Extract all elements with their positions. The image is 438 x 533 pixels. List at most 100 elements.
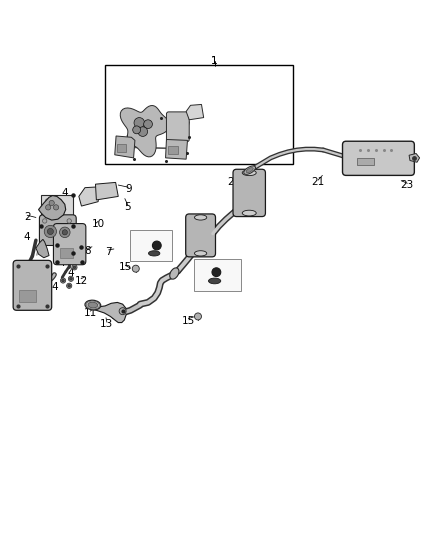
Circle shape	[60, 227, 70, 238]
Polygon shape	[409, 154, 420, 162]
Text: 4: 4	[67, 268, 74, 278]
Circle shape	[49, 200, 54, 206]
Text: 12: 12	[74, 276, 88, 286]
FancyBboxPatch shape	[343, 141, 414, 175]
Text: 6: 6	[25, 291, 32, 301]
Text: 9: 9	[125, 184, 132, 195]
Text: 3: 3	[55, 209, 62, 219]
Polygon shape	[36, 239, 49, 258]
Text: 13: 13	[100, 319, 113, 329]
Text: 11: 11	[84, 309, 97, 318]
Ellipse shape	[194, 215, 207, 220]
Text: 21: 21	[311, 177, 325, 188]
Circle shape	[152, 241, 161, 250]
Text: 22: 22	[396, 168, 410, 178]
Circle shape	[46, 204, 49, 208]
Circle shape	[53, 205, 59, 210]
Text: 2: 2	[24, 213, 31, 222]
Circle shape	[68, 285, 71, 287]
Text: 4: 4	[65, 236, 72, 246]
Ellipse shape	[244, 166, 255, 174]
Bar	[105, 65, 293, 164]
FancyBboxPatch shape	[39, 215, 76, 246]
Ellipse shape	[246, 168, 253, 173]
FancyBboxPatch shape	[60, 248, 73, 258]
FancyBboxPatch shape	[186, 214, 215, 257]
Circle shape	[60, 278, 66, 283]
Circle shape	[73, 266, 76, 269]
Text: 4: 4	[58, 258, 65, 268]
Polygon shape	[120, 106, 170, 157]
Polygon shape	[79, 187, 100, 206]
Text: 1: 1	[211, 55, 218, 66]
Circle shape	[42, 219, 47, 223]
Circle shape	[212, 268, 221, 277]
Circle shape	[46, 205, 51, 210]
Circle shape	[58, 209, 61, 213]
Text: 14: 14	[111, 311, 124, 321]
Circle shape	[52, 209, 55, 213]
FancyBboxPatch shape	[19, 290, 36, 302]
Circle shape	[68, 276, 74, 281]
Bar	[130, 230, 172, 261]
Text: 4: 4	[24, 232, 31, 242]
Ellipse shape	[208, 278, 221, 284]
FancyBboxPatch shape	[117, 144, 126, 152]
Circle shape	[70, 278, 72, 280]
Text: 1: 1	[211, 55, 218, 66]
Circle shape	[62, 230, 67, 235]
Circle shape	[52, 199, 55, 203]
Circle shape	[119, 308, 126, 314]
Text: 7: 7	[105, 247, 112, 257]
Text: 17: 17	[230, 270, 243, 280]
Text: 8: 8	[84, 246, 91, 256]
Ellipse shape	[242, 170, 256, 175]
Polygon shape	[115, 136, 135, 158]
Circle shape	[46, 209, 49, 213]
Bar	[194, 259, 241, 290]
Polygon shape	[166, 140, 187, 159]
Ellipse shape	[170, 268, 179, 279]
Text: 18: 18	[201, 267, 214, 277]
Ellipse shape	[148, 251, 160, 256]
Polygon shape	[39, 196, 66, 220]
Text: 23: 23	[401, 180, 414, 190]
Circle shape	[46, 199, 49, 203]
Circle shape	[134, 118, 145, 128]
Text: 5: 5	[88, 188, 95, 198]
Circle shape	[44, 225, 57, 238]
Circle shape	[67, 219, 71, 223]
Circle shape	[62, 279, 64, 282]
Text: 18: 18	[140, 240, 153, 250]
Ellipse shape	[242, 210, 256, 216]
Ellipse shape	[88, 302, 98, 308]
Text: 4: 4	[52, 281, 59, 292]
Circle shape	[58, 204, 61, 208]
FancyBboxPatch shape	[53, 223, 86, 265]
Polygon shape	[92, 302, 126, 322]
Text: 4: 4	[61, 188, 68, 198]
Circle shape	[47, 229, 53, 235]
Text: 10: 10	[92, 219, 105, 229]
Circle shape	[52, 204, 55, 208]
FancyBboxPatch shape	[166, 112, 189, 142]
Circle shape	[194, 313, 201, 320]
Circle shape	[144, 120, 152, 128]
Ellipse shape	[85, 300, 101, 310]
Polygon shape	[186, 104, 204, 120]
Circle shape	[132, 265, 139, 272]
Circle shape	[133, 126, 141, 134]
Ellipse shape	[194, 251, 207, 256]
Circle shape	[138, 127, 148, 136]
Text: 16: 16	[132, 238, 145, 248]
Text: 15: 15	[182, 316, 195, 326]
Text: 15: 15	[119, 262, 132, 272]
FancyBboxPatch shape	[233, 169, 265, 216]
FancyBboxPatch shape	[41, 195, 73, 226]
Text: 20: 20	[227, 176, 240, 187]
FancyBboxPatch shape	[168, 147, 178, 155]
Bar	[357, 158, 374, 165]
Circle shape	[67, 283, 72, 288]
Polygon shape	[95, 182, 118, 200]
Circle shape	[58, 199, 61, 203]
